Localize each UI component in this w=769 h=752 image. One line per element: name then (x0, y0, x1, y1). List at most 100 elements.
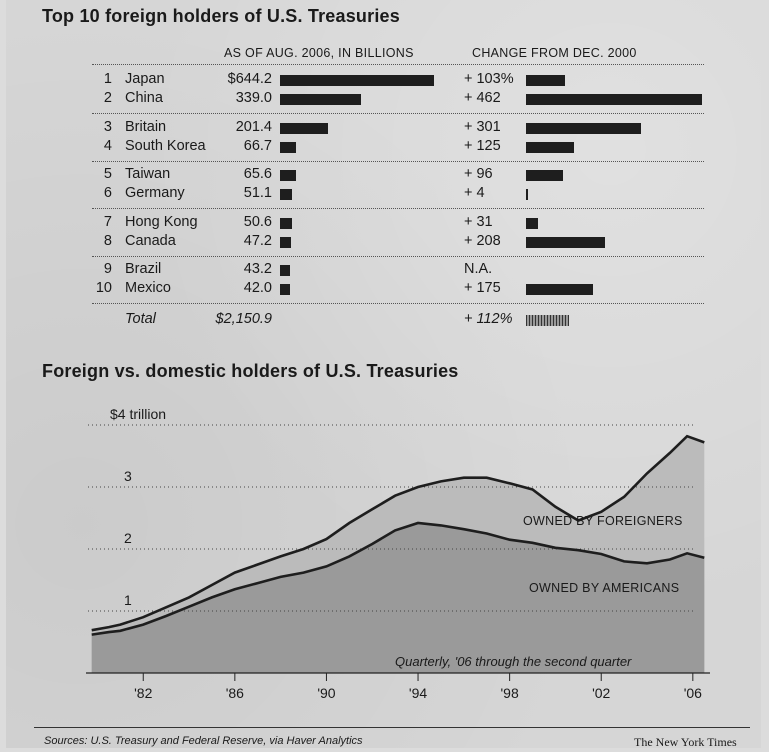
change-value: + 462 (464, 90, 501, 106)
change-value: + 103% (464, 71, 514, 87)
country-name: South Korea (125, 138, 206, 154)
table-title: Top 10 foreign holders of U.S. Treasurie… (42, 6, 400, 26)
row-divider (92, 113, 704, 114)
change-bar (526, 94, 702, 105)
x-tick-label: '06 (684, 685, 702, 701)
x-tick-label: '98 (501, 685, 519, 701)
total-label: Total (125, 311, 156, 327)
row-divider (92, 161, 704, 162)
total-change-bar (526, 315, 569, 326)
table-row: 8 Canada 47.2 + 208 (6, 233, 766, 253)
change-bar (526, 123, 641, 134)
newspaper-page: Top 10 foreign holders of U.S. Treasurie… (6, 0, 761, 749)
y-tick-label: $4 trillion (110, 406, 166, 422)
table-row: 6 Germany 51.1 + 4 (6, 185, 766, 205)
change-value: + 96 (464, 166, 493, 182)
holding-amount: 47.2 (243, 233, 272, 249)
change-value: + 175 (464, 280, 501, 296)
change-value: + 208 (464, 233, 501, 249)
y-tick-label: 1 (124, 592, 132, 608)
holding-bar (280, 218, 293, 229)
country-name: Germany (125, 185, 185, 201)
credit-line: The New York Times (634, 735, 737, 749)
rank-number: 2 (103, 90, 112, 106)
holding-amount: 51.1 (243, 185, 272, 201)
holding-bar (280, 189, 293, 200)
rank-number: 5 (103, 166, 112, 182)
x-tick-label: '94 (409, 685, 427, 701)
domestic-area (91, 523, 705, 673)
series-label-foreigners: OWNED BY FOREIGNERS (523, 514, 683, 528)
holding-amount: 339.0 (235, 90, 272, 106)
holding-amount: 42.0 (243, 280, 272, 296)
country-name: Mexico (125, 280, 171, 296)
rank-number: 8 (103, 233, 112, 249)
country-name: Brazil (125, 261, 162, 277)
row-divider (92, 208, 704, 209)
holders-area-chart: $4 trillion 3 2 1 '82 '86 '90 '94 '98 '02 '06 OWNED… (86, 406, 710, 701)
change-bar (526, 75, 566, 86)
holding-amount: 201.4 (235, 119, 272, 135)
change-bar (526, 284, 593, 295)
holding-bar (280, 123, 329, 134)
holding-amount: 43.2 (243, 261, 272, 277)
foreign-line (91, 434, 705, 632)
total-change: + 112% (464, 311, 513, 327)
table-row: 5 Taiwan 65.6 + 96 (6, 166, 766, 186)
header-divider (92, 64, 704, 65)
x-tick-label: '82 (134, 685, 152, 701)
rank-number: 9 (103, 261, 112, 277)
holding-bar (280, 75, 434, 86)
holding-bar (280, 94, 362, 105)
holding-bar (280, 170, 296, 181)
rank-number: 6 (103, 185, 112, 201)
x-tick-label: '90 (317, 685, 335, 701)
table-row: 7 Hong Kong 50.6 + 31 (6, 214, 766, 234)
table-row: 10 Mexico 42.0 + 175 (6, 280, 766, 300)
holding-amount: 65.6 (243, 166, 272, 182)
rank-number: 4 (103, 138, 112, 154)
holding-amount: 66.7 (243, 138, 272, 154)
holding-amount: 50.6 (243, 214, 272, 230)
table-row: 9 Brazil 43.2 N.A. (6, 261, 766, 281)
change-column-header: CHANGE FROM DEC. 2000 (472, 46, 637, 60)
rank-number: 1 (103, 71, 112, 87)
row-divider (92, 256, 704, 257)
change-value: + 301 (464, 119, 501, 135)
amount-column-header: AS OF AUG. 2006, IN BILLIONS (224, 46, 414, 60)
footer-rule (34, 727, 750, 728)
chart-title: Foreign vs. domestic holders of U.S. Tre… (42, 361, 459, 381)
rank-number: 7 (103, 214, 112, 230)
rank-number: 10 (95, 280, 112, 296)
country-name: Japan (125, 71, 165, 87)
chart-note: Quarterly, '06 through the second quarte… (395, 654, 632, 669)
domestic-line (91, 521, 705, 636)
table-row: 1 Japan $644.2 + 103% (6, 71, 766, 91)
x-tick-label: '02 (592, 685, 610, 701)
y-tick-label: 2 (124, 530, 132, 546)
change-bar (526, 170, 563, 181)
country-name: Hong Kong (125, 214, 198, 230)
change-bar (526, 142, 574, 153)
source-note: Sources: U.S. Treasury and Federal Reser… (44, 735, 363, 747)
country-name: Canada (125, 233, 176, 249)
change-value: + 125 (464, 138, 501, 154)
holding-bar (280, 265, 291, 276)
country-name: China (125, 90, 163, 106)
y-tick-label: 3 (124, 468, 132, 484)
change-bar (526, 218, 538, 229)
country-name: Britain (125, 119, 167, 135)
table-row: 4 South Korea 66.7 + 125 (6, 138, 766, 158)
change-value: + 4 (464, 185, 485, 201)
holding-amount: $644.2 (227, 71, 272, 87)
change-bar (526, 237, 606, 248)
holding-bar (280, 142, 296, 153)
change-value: N.A. (464, 261, 493, 277)
table-row: 3 Britain 201.4 + 301 (6, 119, 766, 139)
total-amount: $2,150.9 (215, 311, 272, 327)
holding-bar (280, 284, 291, 295)
table-row: 2 China 339.0 + 462 (6, 90, 766, 110)
row-divider (92, 303, 704, 304)
series-label-americans: OWNED BY AMERICANS (529, 581, 679, 595)
x-tick-label: '86 (226, 685, 244, 701)
